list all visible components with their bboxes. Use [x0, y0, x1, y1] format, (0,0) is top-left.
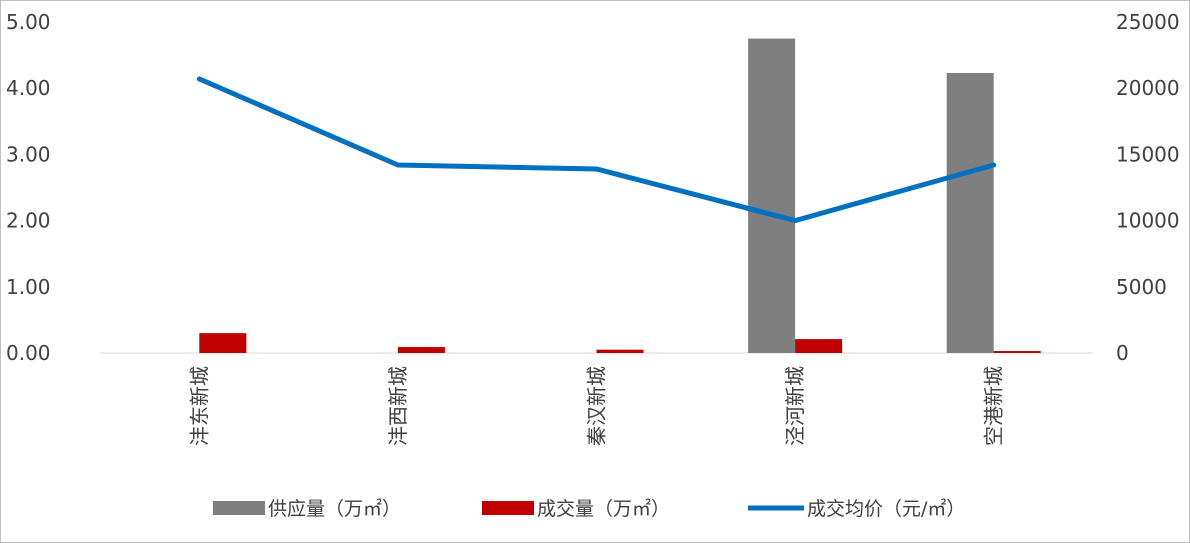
category-label: 沣西新城 — [386, 366, 410, 446]
left-tick-label: 5.00 — [6, 10, 51, 34]
bar-transaction — [795, 339, 843, 353]
category-label: 泾河新城 — [783, 366, 807, 446]
category-labels: 沣东新城 沣西新城 秦汉新城 泾河新城 空港新城 — [187, 366, 1005, 446]
left-tick-label: 3.00 — [6, 142, 51, 166]
left-tick-label: 1.00 — [6, 275, 51, 299]
bar-transaction — [397, 347, 445, 353]
right-tick-label: 15000 — [1116, 142, 1180, 166]
left-tick-label: 0.00 — [6, 341, 51, 365]
bar-supply — [946, 72, 994, 353]
legend-swatch — [213, 501, 265, 515]
bar-supply — [748, 38, 796, 354]
avg-price-line — [196, 76, 997, 224]
right-axis-ticks: 0 5000 10000 15000 20000 25000 — [1116, 10, 1180, 365]
right-tick-label: 25000 — [1116, 10, 1180, 34]
category-label: 空港新城 — [982, 366, 1006, 446]
bars — [199, 38, 1041, 354]
legend-label: 成交均价（元/㎡） — [807, 497, 965, 520]
category-label: 秦汉新城 — [585, 366, 609, 446]
legend-label: 供应量（万㎡） — [268, 497, 401, 520]
right-tick-label: 20000 — [1116, 76, 1180, 100]
category-label: 沣东新城 — [187, 366, 211, 446]
bar-transaction — [596, 349, 644, 353]
right-tick-label: 0 — [1116, 341, 1129, 365]
bar-transaction — [199, 333, 247, 353]
left-tick-label: 2.00 — [6, 209, 51, 233]
line-series — [196, 76, 997, 224]
legend: 供应量（万㎡） 成交量（万㎡） 成交均价（元/㎡） — [213, 497, 965, 520]
legend-label: 成交量（万㎡） — [537, 497, 670, 520]
right-tick-label: 5000 — [1116, 275, 1167, 299]
bar-transaction — [993, 351, 1041, 353]
left-axis-ticks: 0.00 1.00 2.00 3.00 4.00 5.00 — [6, 10, 51, 365]
legend-swatch — [482, 501, 534, 515]
right-tick-label: 10000 — [1116, 209, 1180, 233]
left-tick-label: 4.00 — [6, 76, 51, 100]
